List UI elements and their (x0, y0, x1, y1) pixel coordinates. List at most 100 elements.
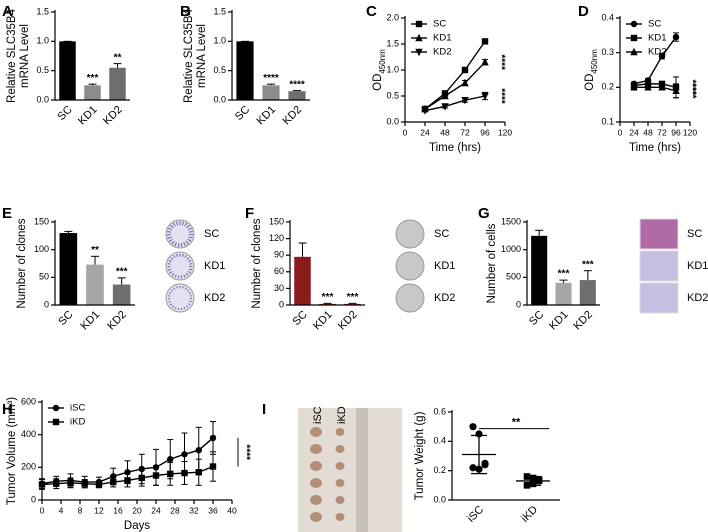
photo-label: iKD (336, 406, 348, 424)
y-tick-label: 0.3 (601, 47, 614, 57)
plate-image (395, 219, 425, 249)
x-axis-label: Days (124, 520, 150, 532)
x-tick-label: KD1 (79, 309, 103, 333)
point (209, 463, 217, 470)
point (138, 474, 145, 482)
point (209, 434, 217, 442)
point (441, 91, 449, 100)
x-tick-label: KD1 (547, 309, 571, 333)
tumor (310, 427, 322, 437)
x-tick-label: KD1 (255, 104, 279, 128)
y-tick-label: 1000 (501, 244, 521, 254)
y-tick-label: 1.0 (386, 64, 399, 74)
x-tick-label: 4 (59, 505, 64, 515)
point (535, 476, 543, 483)
y-tick-label: 0.2 (601, 82, 614, 92)
legend-marker (630, 34, 638, 42)
image-label: KD2 (687, 292, 708, 304)
tumor (310, 512, 322, 522)
point (167, 455, 174, 463)
series-line (634, 86, 677, 92)
y-tick-label: 0 (44, 299, 49, 309)
x-tick-label: 32 (189, 505, 199, 515)
legend-marker (630, 47, 638, 56)
bar (531, 235, 548, 305)
x-tick-label: 0 (618, 127, 623, 137)
point (481, 92, 489, 101)
significance-label: ** (512, 417, 521, 429)
point (441, 103, 449, 111)
panel-letter: B (180, 3, 191, 20)
plate-image (395, 283, 425, 313)
y-tick-label: 50 (39, 272, 49, 282)
y-tick-label: 100 (34, 244, 49, 254)
point (67, 479, 74, 487)
legend-marker (52, 404, 60, 412)
point (181, 469, 188, 477)
x-tick-label: 24 (420, 127, 430, 137)
bar (59, 233, 78, 305)
point (469, 464, 477, 472)
x-tick-label: KD2 (101, 104, 125, 128)
significance-label: ** (114, 52, 122, 63)
point (672, 33, 680, 41)
image-label: SC (204, 228, 219, 240)
y-tick-label: 90 (274, 250, 284, 260)
point (110, 473, 117, 480)
image-label: SC (687, 228, 702, 240)
y-tick-label: 0.6 (433, 406, 446, 416)
tumor (335, 496, 345, 504)
image-label: KD1 (204, 260, 225, 272)
y-axis-label-line: Relative SLC35B4 (183, 8, 195, 103)
series-line (424, 40, 486, 110)
y-axis-label-line: mRNA Level (19, 24, 31, 88)
significance-label: *** (87, 73, 99, 84)
tumor (335, 462, 345, 470)
y-tick-label: 1.5 (213, 6, 226, 16)
legend-marker (415, 33, 423, 42)
image-label: KD1 (687, 260, 708, 272)
point (461, 78, 469, 87)
x-tick-label: KD2 (105, 309, 129, 333)
legend-label: SC (433, 19, 446, 30)
point (152, 472, 160, 479)
point (138, 465, 145, 473)
image-label: KD2 (434, 292, 455, 304)
x-tick-label: 8 (78, 505, 83, 515)
bar (579, 280, 596, 305)
significance-label: *** (322, 292, 334, 303)
x-tick-label: 16 (113, 505, 123, 515)
point (95, 481, 103, 488)
legend-label: iKD (70, 417, 85, 428)
x-axis-label: Time (hrs) (629, 142, 681, 154)
y-axis-label-line: mRNA Level (196, 24, 208, 88)
y-tick-label: 0.0 (433, 494, 446, 504)
stain-image (639, 282, 679, 314)
y-tick-label: 400 (21, 429, 36, 439)
legend-label: KD2 (648, 47, 666, 58)
y-tick-label: 150 (34, 216, 49, 226)
point (469, 423, 477, 431)
x-tick-label: 24 (151, 505, 161, 515)
significance-label: *** (116, 267, 128, 278)
plate-colonies (168, 286, 192, 310)
bar (288, 91, 306, 100)
x-tick-label: 40 (227, 505, 237, 515)
x-tick-label: 48 (643, 127, 653, 137)
point (658, 52, 666, 60)
point (195, 469, 202, 476)
y-axis-label: OD450nm (372, 49, 387, 91)
point (481, 38, 489, 45)
y-tick-label: 0 (516, 299, 521, 309)
x-tick-label: 72 (460, 127, 470, 137)
y-axis-label-line: Relative SLC35B4 (6, 8, 18, 103)
y-axis-label-text: OD (372, 74, 384, 91)
x-tick-label: 72 (657, 127, 667, 137)
image-label: KD2 (204, 292, 225, 304)
y-tick-label: 2.0 (386, 12, 399, 22)
x-tick-label: 48 (440, 127, 450, 137)
tumor (310, 495, 322, 505)
x-tick-label: 28 (170, 505, 180, 515)
panel-letter: C (366, 3, 377, 20)
x-tick-label: KD2 (571, 309, 595, 333)
